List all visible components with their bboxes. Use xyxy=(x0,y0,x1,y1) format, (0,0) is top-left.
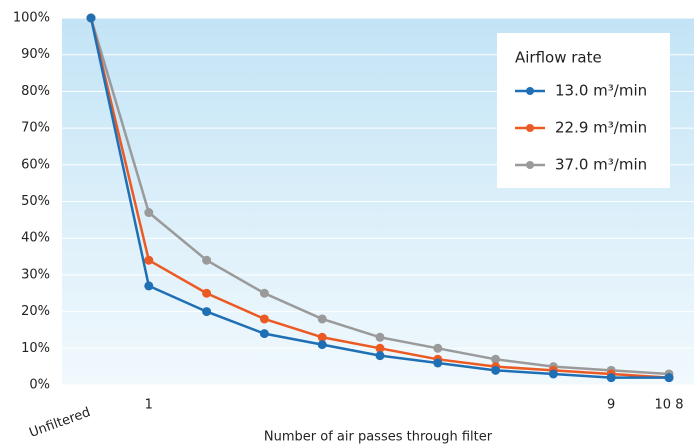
data-point xyxy=(86,13,96,23)
y-tick-label: 90% xyxy=(21,47,50,62)
data-point xyxy=(433,358,443,368)
data-point xyxy=(491,354,501,364)
data-point xyxy=(606,373,616,383)
data-point xyxy=(433,343,443,353)
data-point xyxy=(375,343,385,353)
y-tick-label: 20% xyxy=(21,304,50,319)
y-tick-label: 30% xyxy=(21,267,50,282)
x-tick-label: 1 xyxy=(145,398,153,413)
data-point xyxy=(259,329,269,339)
data-point xyxy=(317,314,327,324)
data-point xyxy=(202,255,212,265)
data-point xyxy=(491,365,501,375)
legend-marker xyxy=(526,161,534,169)
x-axis-label: Number of air passes through filter xyxy=(264,430,493,445)
data-point xyxy=(144,208,154,218)
x-tick-label: 9 xyxy=(607,398,615,413)
data-point xyxy=(375,332,385,342)
y-tick-label: 80% xyxy=(21,84,50,99)
y-tick-label: 60% xyxy=(21,157,50,172)
y-tick-label: 100% xyxy=(13,11,50,26)
data-point xyxy=(144,255,154,265)
data-point xyxy=(375,351,385,361)
data-point xyxy=(144,281,154,291)
legend-label: 37.0 m³/min xyxy=(555,156,647,174)
legend-box xyxy=(497,33,670,188)
x-tick-label: 10 8 xyxy=(655,398,684,413)
legend-label: 13.0 m³/min xyxy=(555,82,647,100)
y-tick-label: 50% xyxy=(21,194,50,209)
legend-marker xyxy=(526,124,534,132)
data-point xyxy=(317,340,327,350)
data-point xyxy=(664,373,674,383)
data-point xyxy=(259,288,269,298)
y-tick-label: 0% xyxy=(29,378,50,393)
y-tick-label: 40% xyxy=(21,231,50,246)
y-tick-label: 70% xyxy=(21,121,50,136)
data-point xyxy=(202,307,212,317)
x-tick-label: Unfiltered xyxy=(27,405,92,441)
data-point xyxy=(317,332,327,342)
legend-title: Airflow rate xyxy=(515,49,602,67)
legend-marker xyxy=(526,87,534,95)
data-point xyxy=(548,369,558,379)
y-tick-label: 10% xyxy=(21,341,50,356)
data-point xyxy=(259,314,269,324)
legend-label: 22.9 m³/min xyxy=(555,119,647,137)
data-point xyxy=(202,288,212,298)
